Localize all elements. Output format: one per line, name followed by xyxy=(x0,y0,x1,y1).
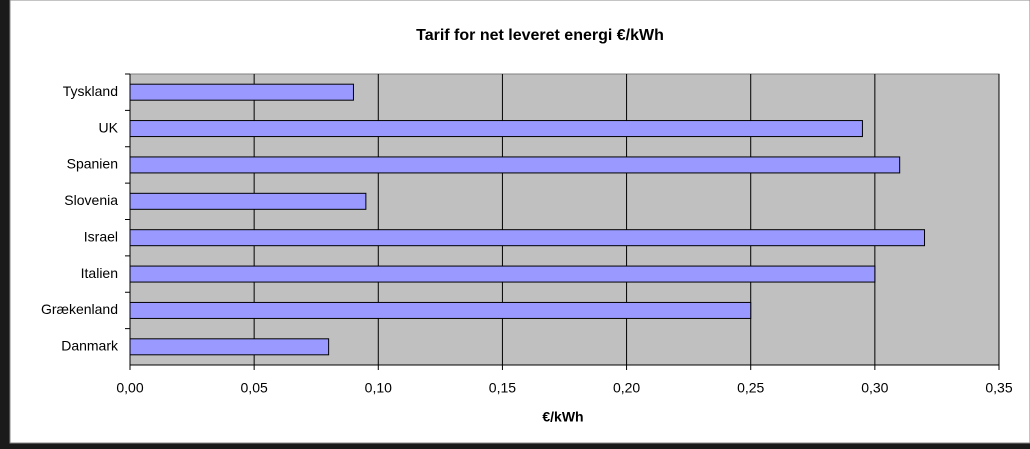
x-tick-label: 0,10 xyxy=(365,380,392,396)
x-tick-label: 0,25 xyxy=(737,380,764,396)
plot-area xyxy=(129,73,1000,366)
x-tick-label: 0,15 xyxy=(489,380,516,396)
x-tick-label: 0,05 xyxy=(241,380,268,396)
y-tick-label: Tyskland xyxy=(63,83,118,99)
x-tick-label: 0,20 xyxy=(613,380,640,396)
y-tick-label: Spanien xyxy=(67,156,118,172)
x-tick-label: 0,35 xyxy=(985,380,1012,396)
x-tick-label: 0,00 xyxy=(116,380,143,396)
y-tick-label: Grækenland xyxy=(41,301,118,317)
y-tick-label: Israel xyxy=(84,228,118,244)
y-tick-label: Danmark xyxy=(61,338,119,354)
y-tick-label: UK xyxy=(99,119,119,135)
bar xyxy=(129,265,876,283)
bar xyxy=(129,120,863,138)
x-axis-label: €/kWh xyxy=(542,409,583,425)
bar xyxy=(129,83,354,101)
bar xyxy=(129,338,330,356)
y-tick-label: Italien xyxy=(81,265,118,281)
x-tick-label: 0,30 xyxy=(861,380,888,396)
bar xyxy=(129,192,367,210)
y-tick-label: Slovenia xyxy=(64,192,118,208)
bar xyxy=(129,156,901,174)
bar xyxy=(129,301,752,319)
bar xyxy=(129,229,926,247)
chart-title: Tarif for net leveret energi €/kWh xyxy=(416,27,664,44)
